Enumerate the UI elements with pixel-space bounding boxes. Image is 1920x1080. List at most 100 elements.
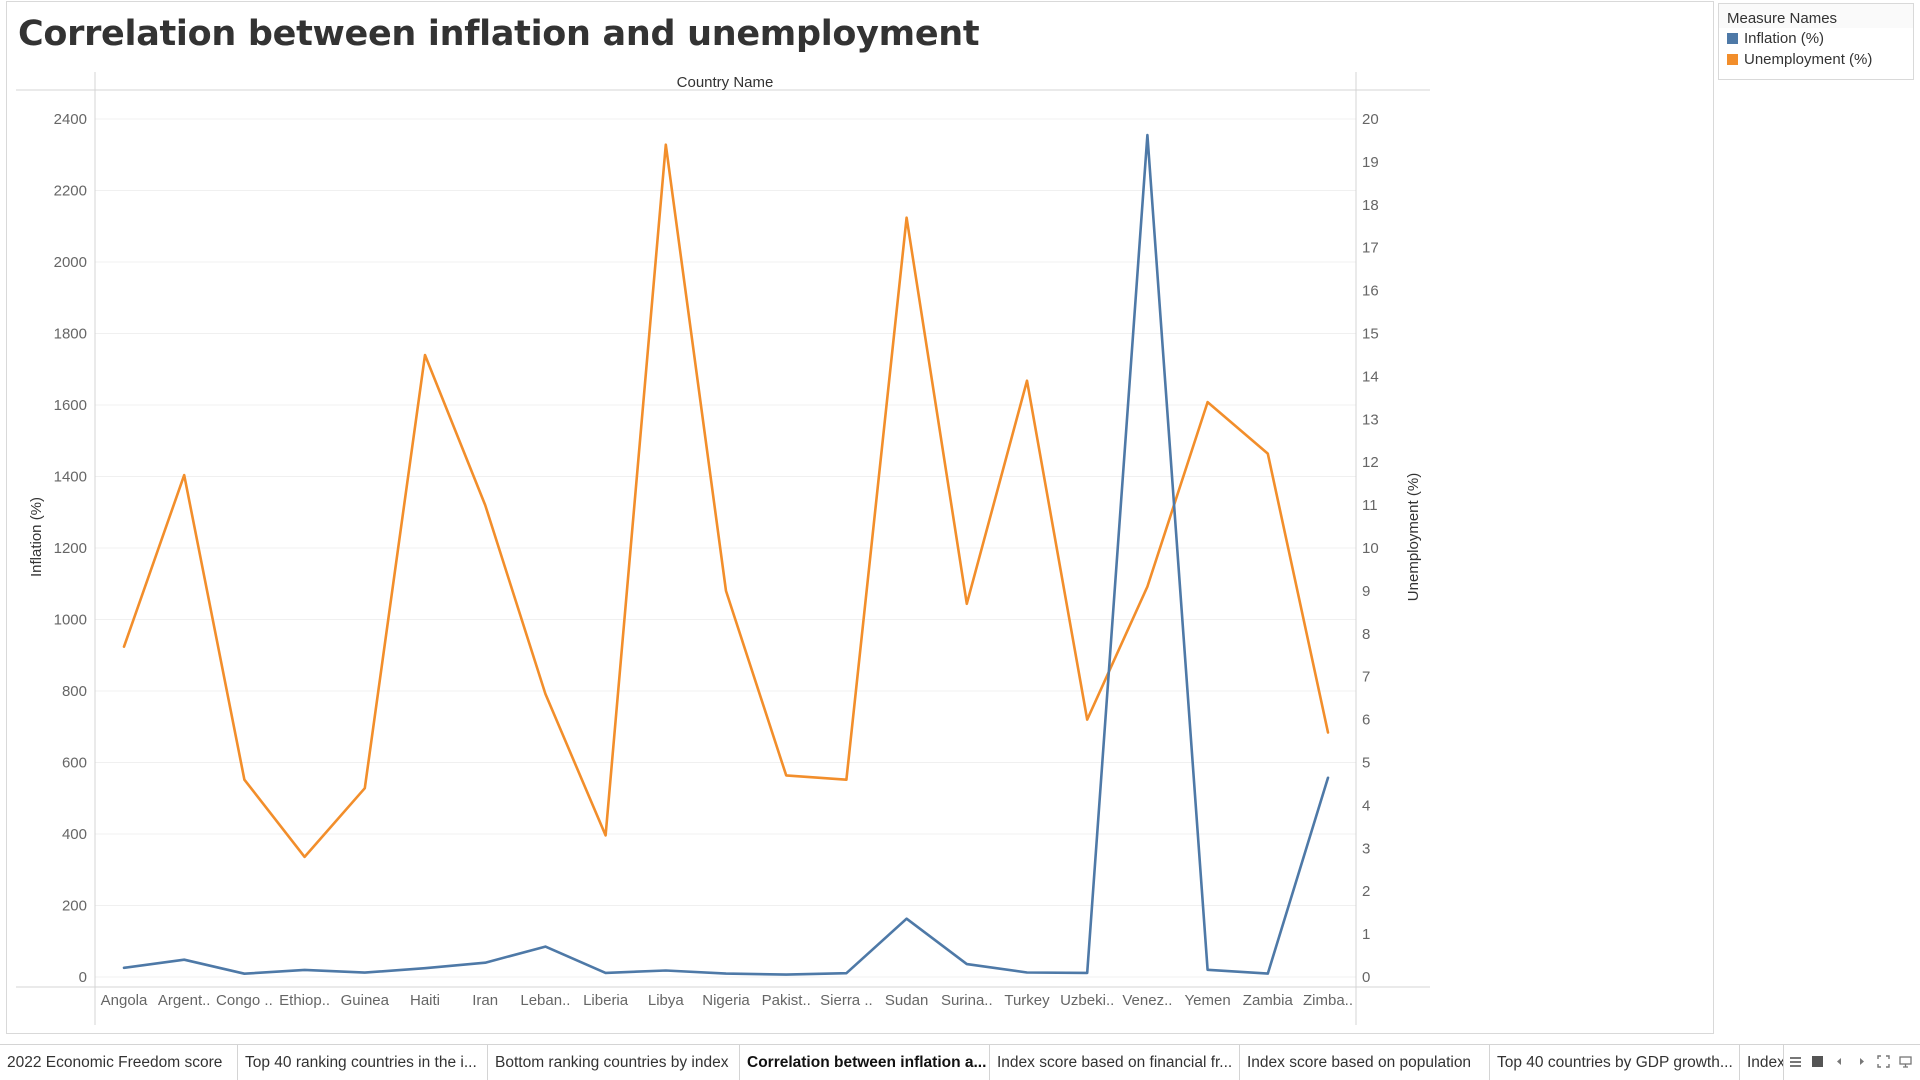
legend-label-unemployment: Unemployment (%): [1744, 51, 1873, 68]
left-tick-label: 600: [62, 755, 87, 772]
right-tick-label: 2: [1362, 883, 1370, 900]
right-tick-label: 20: [1362, 111, 1379, 128]
tab-index-financial[interactable]: Index score based on financial fr...: [990, 1045, 1240, 1080]
filmstrip-icon[interactable]: [1811, 1055, 1824, 1068]
data-point-unemployment[interactable]: [1323, 727, 1333, 737]
series-layer[interactable]: [119, 130, 1333, 980]
tab-index-population[interactable]: Index score based on population: [1240, 1045, 1490, 1080]
data-point-unemployment[interactable]: [540, 689, 550, 699]
left-tick-label: 400: [62, 826, 87, 843]
data-point-unemployment[interactable]: [841, 775, 851, 785]
y-right-axis-title: Unemployment (%): [1405, 473, 1422, 601]
tab-top-40-gdp[interactable]: Top 40 countries by GDP growth...: [1490, 1045, 1740, 1080]
data-point-unemployment[interactable]: [420, 350, 430, 360]
data-point-unemployment[interactable]: [300, 852, 310, 862]
legend-item-unemployment[interactable]: Unemployment (%): [1719, 49, 1913, 70]
right-tick-label: 0: [1362, 969, 1370, 986]
data-point-inflation[interactable]: [1323, 773, 1333, 783]
data-point-unemployment[interactable]: [1022, 376, 1032, 386]
data-point-unemployment[interactable]: [721, 586, 731, 596]
gridlines: [95, 118, 1356, 978]
data-point-unemployment[interactable]: [781, 770, 791, 780]
data-point-inflation[interactable]: [661, 965, 671, 975]
data-point-unemployment[interactable]: [661, 140, 671, 150]
legend: Measure Names Inflation (%) Unemployment…: [1718, 3, 1914, 80]
left-axis-ticks: 0 200 400 600 800 1000 1200 1400 1600 1800 2000 220…: [54, 111, 87, 986]
legend-item-inflation[interactable]: Inflation (%): [1719, 28, 1913, 49]
chart-svg[interactable]: 0200400600800100012001400160018002000220…: [0, 0, 1440, 1030]
data-point-inflation[interactable]: [360, 968, 370, 978]
data-point-unemployment[interactable]: [360, 783, 370, 793]
right-tick-label: 5: [1362, 755, 1370, 772]
right-tick-label: 7: [1362, 669, 1370, 686]
data-point-inflation[interactable]: [1263, 969, 1273, 979]
category-label: Angola: [101, 992, 148, 1009]
tab-bottom-ranking[interactable]: Bottom ranking countries by index: [488, 1045, 740, 1080]
data-point-inflation[interactable]: [540, 942, 550, 952]
tab-correlation-inflation[interactable]: Correlation between inflation a...: [740, 1045, 990, 1080]
data-point-inflation[interactable]: [179, 955, 189, 965]
tab-index-truncated[interactable]: Index: [1740, 1045, 1784, 1080]
right-tick-label: 6: [1362, 712, 1370, 729]
next-sheet-icon[interactable]: [1855, 1055, 1868, 1068]
data-point-unemployment[interactable]: [1082, 715, 1092, 725]
data-point-inflation[interactable]: [300, 965, 310, 975]
data-point-inflation[interactable]: [962, 959, 972, 969]
data-point-unemployment[interactable]: [962, 599, 972, 609]
sheet-tab-bar: 2022 Economic Freedom score Top 40 ranki…: [0, 1044, 1920, 1080]
data-point-inflation[interactable]: [480, 958, 490, 968]
right-tick-label: 15: [1362, 326, 1379, 343]
fullscreen-icon[interactable]: [1877, 1055, 1890, 1068]
data-point-inflation[interactable]: [1022, 968, 1032, 978]
category-label: Venez..: [1122, 992, 1172, 1009]
category-label: Haiti: [410, 992, 440, 1009]
tab-economic-freedom-score[interactable]: 2022 Economic Freedom score: [0, 1045, 238, 1080]
right-tick-label: 18: [1362, 197, 1379, 214]
data-point-inflation[interactable]: [1142, 130, 1152, 140]
data-point-unemployment[interactable]: [902, 213, 912, 223]
left-tick-label: 1000: [54, 612, 87, 629]
data-point-unemployment[interactable]: [1263, 449, 1273, 459]
category-label: Sierra ..: [820, 992, 873, 1009]
data-point-inflation[interactable]: [781, 970, 791, 980]
left-tick-label: 200: [62, 898, 87, 915]
category-label: Nigeria: [702, 992, 750, 1009]
legend-label-inflation: Inflation (%): [1744, 30, 1825, 47]
right-tick-label: 4: [1362, 797, 1370, 814]
left-tick-label: 800: [62, 683, 87, 700]
data-point-unemployment[interactable]: [119, 642, 129, 652]
x-axis-title: Country Name: [677, 74, 774, 91]
tab-top-40-ranking[interactable]: Top 40 ranking countries in the i...: [238, 1045, 488, 1080]
data-point-inflation[interactable]: [1082, 968, 1092, 978]
category-label: Guinea: [341, 992, 390, 1009]
sheet-list-icon[interactable]: [1789, 1055, 1802, 1068]
previous-sheet-icon[interactable]: [1833, 1055, 1846, 1068]
data-point-unemployment[interactable]: [480, 500, 490, 510]
data-point-inflation[interactable]: [721, 969, 731, 979]
data-point-inflation[interactable]: [841, 968, 851, 978]
data-point-inflation[interactable]: [902, 914, 912, 924]
category-label: Sudan: [885, 992, 928, 1009]
left-tick-label: 2200: [54, 183, 87, 200]
data-point-unemployment[interactable]: [1203, 397, 1213, 407]
data-point-unemployment[interactable]: [239, 775, 249, 785]
category-label: Liberia: [583, 992, 629, 1009]
data-point-inflation[interactable]: [239, 969, 249, 979]
data-point-unemployment[interactable]: [1142, 582, 1152, 592]
category-label: Yemen: [1185, 992, 1231, 1009]
category-label: Turkey: [1004, 992, 1050, 1009]
data-point-inflation[interactable]: [1203, 965, 1213, 975]
data-point-inflation[interactable]: [420, 963, 430, 973]
presentation-icon[interactable]: [1899, 1055, 1912, 1068]
data-point-unemployment[interactable]: [601, 830, 611, 840]
series-line-inflation[interactable]: [122, 133, 1330, 976]
right-tick-label: 3: [1362, 840, 1370, 857]
data-point-inflation[interactable]: [119, 963, 129, 973]
right-tick-label: 19: [1362, 154, 1379, 171]
series-line-unemployment[interactable]: [122, 143, 1330, 859]
left-tick-label: 1600: [54, 397, 87, 414]
data-point-unemployment[interactable]: [179, 470, 189, 480]
data-point-inflation[interactable]: [601, 968, 611, 978]
view-frame: [6, 1, 1714, 1034]
category-label: Leban..: [520, 992, 570, 1009]
